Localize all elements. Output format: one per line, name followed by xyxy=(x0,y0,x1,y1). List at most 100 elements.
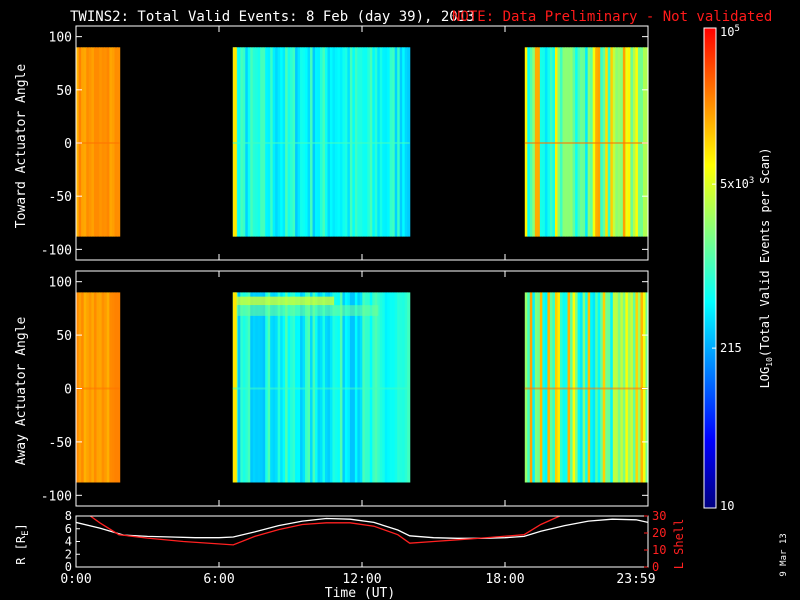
data-column xyxy=(280,292,284,483)
data-column xyxy=(282,292,286,483)
data-column xyxy=(617,292,621,483)
y-tick-label: 0 xyxy=(65,560,72,574)
data-column xyxy=(382,292,386,483)
data-column xyxy=(329,47,334,237)
data-column xyxy=(111,47,116,237)
data-column xyxy=(302,47,306,237)
data-column xyxy=(111,292,116,483)
data-column xyxy=(374,47,378,237)
data-column xyxy=(575,292,579,483)
data-column xyxy=(397,292,401,483)
data-column xyxy=(354,47,358,237)
data-column xyxy=(607,292,611,483)
data-column xyxy=(235,47,239,237)
data-column xyxy=(295,292,299,483)
lshell-ylabel: L Shell xyxy=(672,519,686,570)
data-column xyxy=(554,292,559,483)
data-column xyxy=(104,292,108,483)
data-column xyxy=(324,292,329,483)
data-column xyxy=(532,292,536,483)
data-column xyxy=(352,47,356,237)
data-column xyxy=(364,292,368,483)
data-column xyxy=(349,292,353,483)
data-column xyxy=(106,47,110,237)
data-column xyxy=(280,47,284,237)
data-column xyxy=(547,47,551,237)
data-column xyxy=(329,292,334,483)
data-column xyxy=(562,292,566,483)
data-column xyxy=(352,292,356,483)
data-column xyxy=(250,292,254,483)
data-column xyxy=(407,47,411,237)
data-column xyxy=(632,47,637,237)
data-column xyxy=(106,292,110,483)
data-column xyxy=(620,292,624,483)
colorbar-tick-label: 5x103 xyxy=(720,176,754,191)
lshell-tick-label: 10 xyxy=(652,543,666,557)
data-column xyxy=(554,47,559,237)
data-column xyxy=(322,47,326,237)
data-column xyxy=(362,47,366,237)
data-column xyxy=(364,47,368,237)
data-column xyxy=(83,47,87,237)
data-column xyxy=(290,292,294,483)
run-date: 9 Mar 13 xyxy=(779,533,789,576)
y-tick-label: -100 xyxy=(41,489,72,504)
data-column xyxy=(570,47,574,237)
data-column xyxy=(645,47,649,237)
data-column xyxy=(245,47,249,237)
y-tick-label: 100 xyxy=(49,31,72,46)
data-column xyxy=(534,292,538,483)
data-column xyxy=(585,292,589,483)
data-column xyxy=(539,47,543,237)
zero-line xyxy=(232,142,410,144)
data-column xyxy=(372,292,376,483)
data-column xyxy=(615,292,619,483)
data-column xyxy=(399,47,403,237)
data-column xyxy=(339,292,344,483)
data-column xyxy=(632,292,637,483)
data-column xyxy=(332,47,336,237)
data-column xyxy=(630,292,634,483)
data-column xyxy=(645,292,649,483)
data-column xyxy=(332,292,336,483)
data-segment xyxy=(524,47,649,237)
data-column xyxy=(557,47,561,237)
data-column xyxy=(91,292,95,483)
data-column xyxy=(627,47,631,237)
data-column xyxy=(339,47,344,237)
data-column xyxy=(542,47,546,237)
data-column xyxy=(602,47,606,237)
colorbar: 105 5x103 215 10 xyxy=(703,24,754,513)
colorbar-label: LOG10(Total Valid Events per Scan) xyxy=(758,148,774,389)
lshell-line xyxy=(89,516,561,546)
data-column xyxy=(86,47,90,237)
data-column xyxy=(524,292,528,483)
data-column xyxy=(582,47,586,237)
data-column xyxy=(602,292,606,483)
zero-line xyxy=(76,387,120,390)
data-column xyxy=(547,292,551,483)
data-column xyxy=(93,47,98,237)
data-column xyxy=(537,292,541,483)
data-column xyxy=(265,292,269,483)
data-column xyxy=(305,292,309,483)
data-column xyxy=(91,47,95,237)
data-column xyxy=(300,292,304,483)
data-column xyxy=(265,47,269,237)
data-column xyxy=(320,47,324,237)
data-column xyxy=(320,292,324,483)
data-column xyxy=(240,47,244,237)
data-column xyxy=(620,47,624,237)
data-column xyxy=(81,292,85,483)
data-column xyxy=(337,47,341,237)
data-column xyxy=(549,292,554,483)
data-column xyxy=(567,47,571,237)
colorbar-frame xyxy=(703,27,717,509)
data-column xyxy=(382,47,386,237)
data-column xyxy=(324,47,329,237)
data-column xyxy=(109,47,113,237)
data-column xyxy=(580,47,584,237)
data-column xyxy=(307,292,311,483)
data-column xyxy=(76,292,80,483)
